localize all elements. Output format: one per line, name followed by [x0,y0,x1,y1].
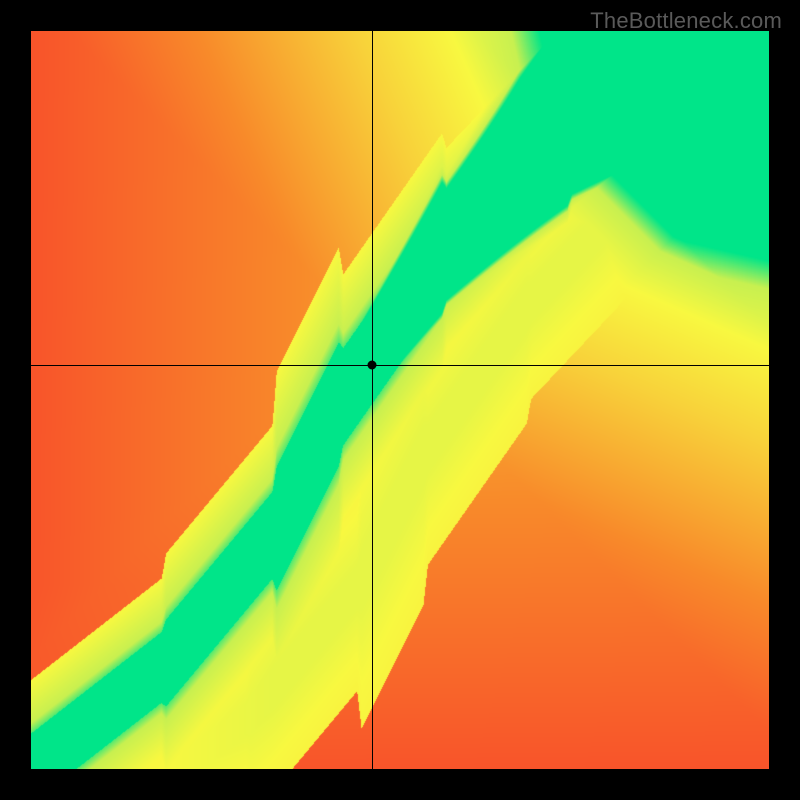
heatmap-canvas [31,31,769,769]
watermark-text: TheBottleneck.com [590,8,782,34]
chart-container: TheBottleneck.com [0,0,800,800]
crosshair-vertical [372,31,373,769]
crosshair-horizontal [31,365,769,366]
plot-area [31,31,769,769]
crosshair-marker [367,361,376,370]
